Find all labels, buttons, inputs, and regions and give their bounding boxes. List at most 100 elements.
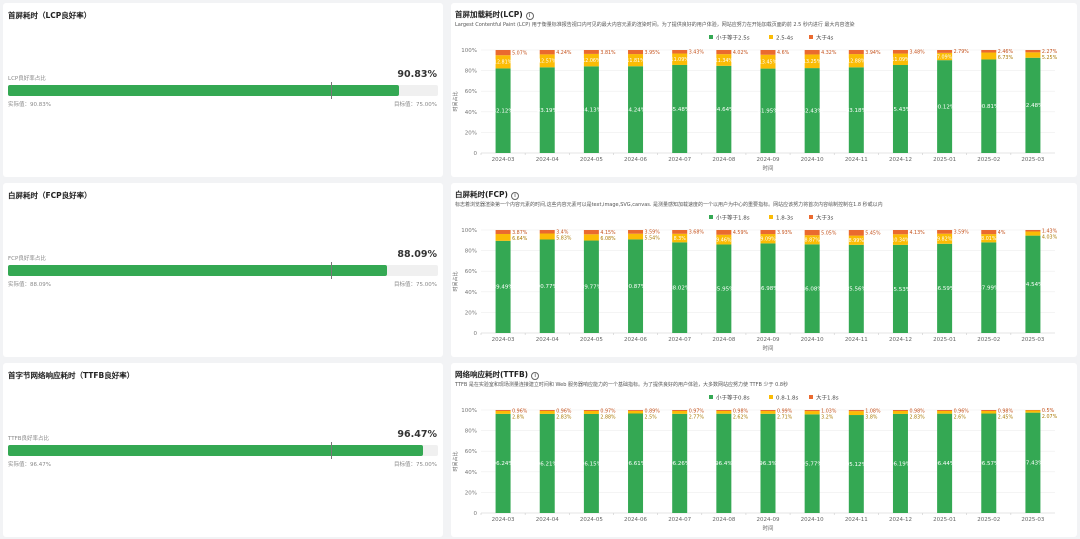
bar-segment[interactable] bbox=[1025, 52, 1041, 58]
bar-segment[interactable] bbox=[804, 235, 820, 245]
legend-label[interactable]: 大于3s bbox=[816, 214, 833, 222]
bar-segment[interactable] bbox=[760, 50, 776, 55]
bar-segment[interactable] bbox=[848, 411, 864, 416]
bar-segment[interactable] bbox=[1025, 231, 1041, 236]
bar-segment[interactable] bbox=[1025, 57, 1041, 153]
bar-segment[interactable] bbox=[672, 64, 688, 153]
bar-segment[interactable] bbox=[672, 410, 688, 414]
bar-segment[interactable] bbox=[628, 413, 644, 513]
bar-segment[interactable] bbox=[495, 240, 511, 333]
bar-segment[interactable] bbox=[716, 65, 732, 153]
legend-label[interactable]: 大于4s bbox=[816, 34, 833, 42]
bar-segment[interactable] bbox=[628, 410, 644, 414]
bar-segment[interactable] bbox=[804, 411, 820, 415]
bar-segment[interactable] bbox=[937, 410, 953, 414]
bar-segment[interactable] bbox=[892, 410, 908, 412]
bar-segment[interactable] bbox=[937, 60, 953, 153]
bar-segment[interactable] bbox=[583, 410, 599, 414]
bar-segment[interactable] bbox=[937, 233, 953, 244]
bar-segment[interactable] bbox=[937, 243, 953, 333]
info-icon[interactable]: i bbox=[531, 372, 540, 380]
bar-segment[interactable] bbox=[716, 230, 732, 235]
bar-segment[interactable] bbox=[672, 410, 688, 411]
bar-segment[interactable] bbox=[760, 243, 776, 333]
bar-segment[interactable] bbox=[981, 242, 997, 333]
bar-segment[interactable] bbox=[539, 233, 555, 240]
bar-segment[interactable] bbox=[672, 50, 688, 54]
bar-segment[interactable] bbox=[804, 244, 820, 333]
bar-segment[interactable] bbox=[539, 413, 555, 513]
bar-segment[interactable] bbox=[848, 54, 864, 68]
bar-segment[interactable] bbox=[539, 239, 555, 333]
bar-segment[interactable] bbox=[628, 410, 644, 411]
bar-segment[interactable] bbox=[672, 230, 688, 234]
bar-segment[interactable] bbox=[716, 50, 732, 55]
bar-segment[interactable] bbox=[495, 413, 511, 513]
bar-segment[interactable] bbox=[583, 66, 599, 153]
bar-segment[interactable] bbox=[760, 410, 776, 412]
bar-segment[interactable] bbox=[716, 413, 732, 513]
bar-segment[interactable] bbox=[937, 50, 953, 53]
bar-segment[interactable] bbox=[583, 413, 599, 513]
bar-segment[interactable] bbox=[981, 52, 997, 60]
bar-segment[interactable] bbox=[804, 54, 820, 69]
bar-segment[interactable] bbox=[937, 410, 953, 411]
bar-segment[interactable] bbox=[672, 53, 688, 65]
bar-segment[interactable] bbox=[539, 67, 555, 153]
legend-label[interactable]: 大于1.8s bbox=[816, 394, 839, 402]
bar-segment[interactable] bbox=[760, 413, 776, 513]
legend-label[interactable]: 小于等于0.8s bbox=[716, 394, 750, 402]
bar-segment[interactable] bbox=[583, 230, 599, 235]
bar-segment[interactable] bbox=[760, 54, 776, 69]
bar-segment[interactable] bbox=[583, 53, 599, 67]
legend-label[interactable]: 0.8-1.8s bbox=[776, 396, 798, 402]
info-icon[interactable]: i bbox=[510, 192, 519, 200]
bar-segment[interactable] bbox=[848, 415, 864, 513]
bar-segment[interactable] bbox=[495, 410, 511, 414]
bar-segment[interactable] bbox=[539, 230, 555, 234]
legend-label[interactable]: 小于等于1.8s bbox=[716, 214, 750, 222]
bar-segment[interactable] bbox=[892, 53, 908, 66]
bar-segment[interactable] bbox=[760, 68, 776, 153]
bar-segment[interactable] bbox=[760, 230, 776, 235]
bar-segment[interactable] bbox=[495, 233, 511, 241]
bar-segment[interactable] bbox=[628, 239, 644, 333]
bar-segment[interactable] bbox=[716, 411, 732, 414]
bar-segment[interactable] bbox=[583, 240, 599, 333]
bar-segment[interactable] bbox=[804, 410, 820, 412]
bar-segment[interactable] bbox=[1025, 410, 1041, 411]
legend-label[interactable]: 1.8-3s bbox=[776, 216, 793, 222]
bar-segment[interactable] bbox=[1025, 230, 1041, 232]
bar-segment[interactable] bbox=[937, 230, 953, 234]
bar-segment[interactable] bbox=[716, 54, 732, 66]
bar-segment[interactable] bbox=[495, 230, 511, 234]
bar-segment[interactable] bbox=[981, 50, 997, 53]
bar-segment[interactable] bbox=[495, 410, 511, 411]
bar-segment[interactable] bbox=[804, 68, 820, 153]
bar-segment[interactable] bbox=[892, 411, 908, 414]
bar-segment[interactable] bbox=[672, 413, 688, 513]
bar-segment[interactable] bbox=[539, 410, 555, 414]
bar-segment[interactable] bbox=[495, 55, 511, 69]
bar-segment[interactable] bbox=[892, 230, 908, 235]
bar-segment[interactable] bbox=[892, 234, 908, 245]
bar-segment[interactable] bbox=[628, 66, 644, 153]
bar-segment[interactable] bbox=[628, 50, 644, 55]
bar-segment[interactable] bbox=[672, 233, 688, 243]
bar-segment[interactable] bbox=[1025, 50, 1041, 53]
bar-segment[interactable] bbox=[848, 244, 864, 333]
bar-segment[interactable] bbox=[1025, 235, 1041, 333]
bar-segment[interactable] bbox=[539, 50, 555, 55]
bar-segment[interactable] bbox=[804, 50, 820, 55]
bar-segment[interactable] bbox=[848, 67, 864, 153]
bar-segment[interactable] bbox=[848, 50, 864, 55]
bar-segment[interactable] bbox=[892, 244, 908, 333]
bar-segment[interactable] bbox=[981, 234, 997, 243]
bar-segment[interactable] bbox=[583, 410, 599, 411]
bar-segment[interactable] bbox=[981, 413, 997, 513]
bar-segment[interactable] bbox=[672, 242, 688, 333]
info-icon[interactable]: i bbox=[525, 12, 534, 20]
bar-segment[interactable] bbox=[937, 413, 953, 513]
bar-segment[interactable] bbox=[628, 233, 644, 240]
legend-label[interactable]: 小于等于2.5s bbox=[716, 34, 750, 42]
